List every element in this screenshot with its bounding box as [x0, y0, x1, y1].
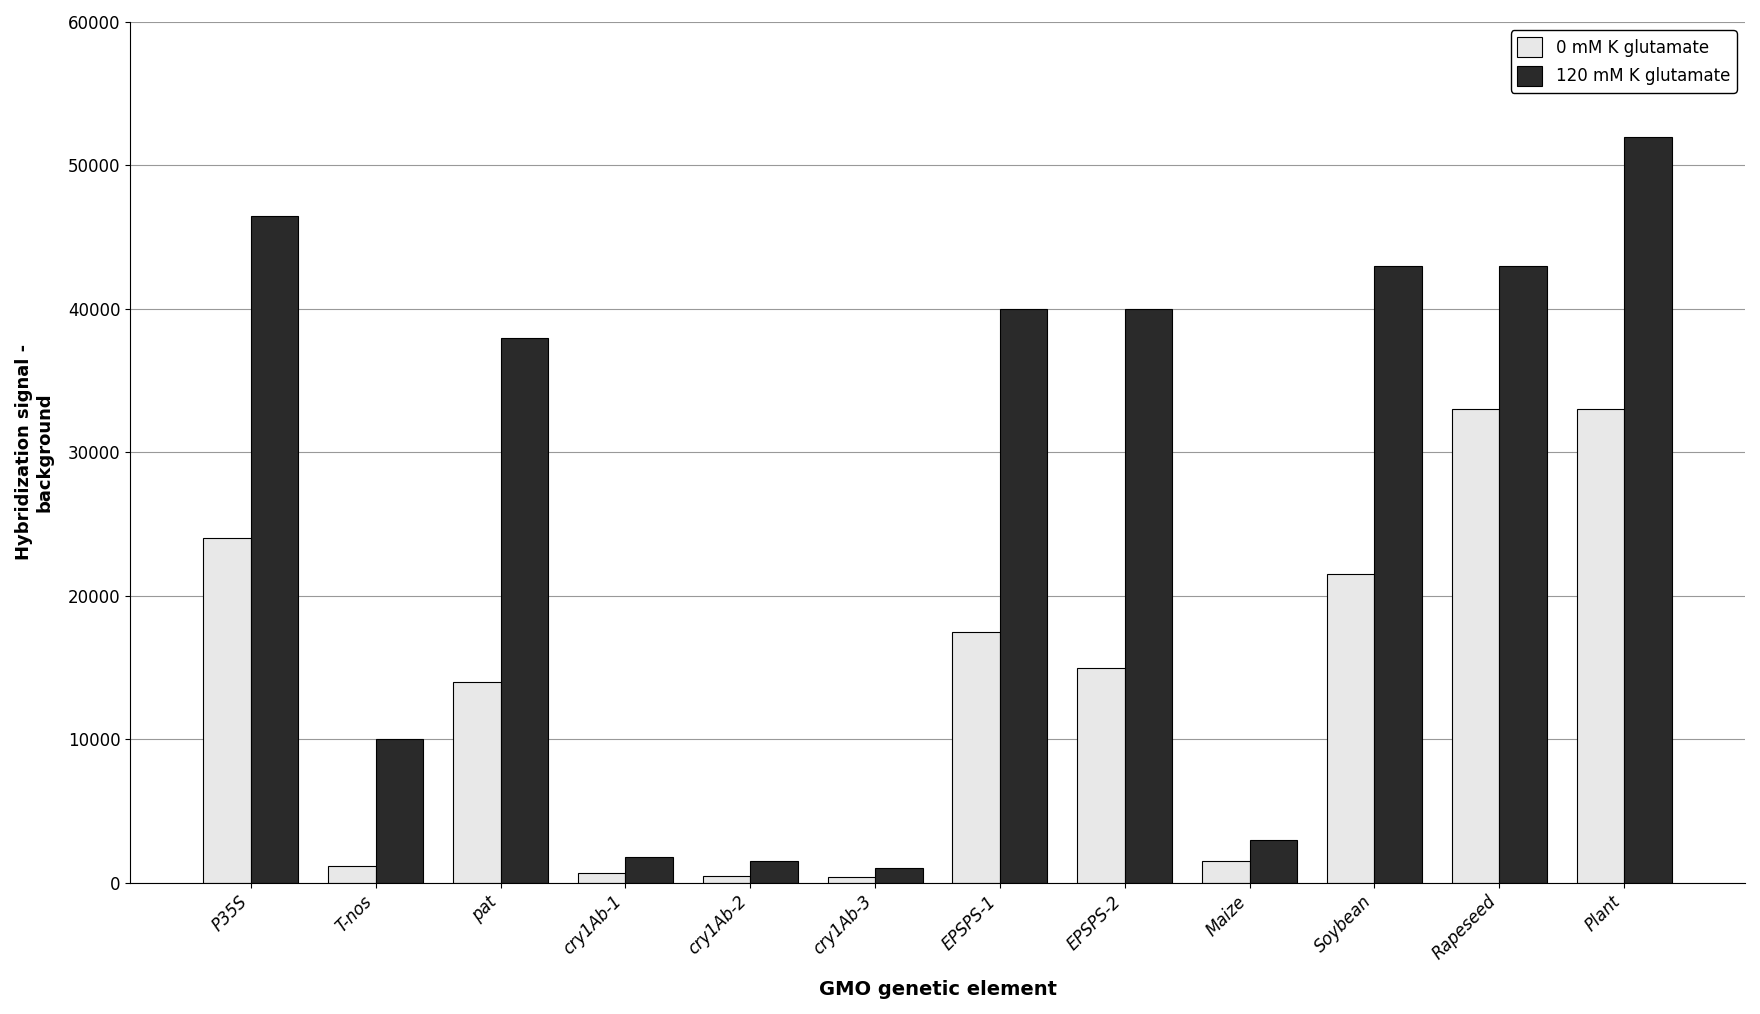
- Bar: [1452, 410, 1500, 883]
- Bar: [500, 338, 547, 883]
- Bar: [375, 739, 422, 883]
- Bar: [1500, 266, 1547, 883]
- Bar: [952, 632, 1000, 883]
- Bar: [702, 876, 750, 883]
- Bar: [625, 857, 672, 883]
- Bar: [452, 682, 500, 883]
- Bar: [1077, 667, 1125, 883]
- X-axis label: GMO genetic element: GMO genetic element: [818, 980, 1056, 999]
- Bar: [750, 861, 797, 883]
- Bar: [875, 868, 922, 883]
- Bar: [329, 866, 375, 883]
- Bar: [1375, 266, 1422, 883]
- Bar: [827, 877, 875, 883]
- Legend: 0 mM K glutamate, 120 mM K glutamate: 0 mM K glutamate, 120 mM K glutamate: [1510, 30, 1737, 92]
- Bar: [1327, 574, 1375, 883]
- Bar: [1000, 309, 1047, 883]
- Bar: [1250, 840, 1297, 883]
- Bar: [252, 216, 299, 883]
- Bar: [577, 873, 625, 883]
- Bar: [1125, 309, 1172, 883]
- Bar: [1577, 410, 1624, 883]
- Y-axis label: Hybridization signal -
background: Hybridization signal - background: [16, 345, 55, 561]
- Bar: [204, 538, 252, 883]
- Bar: [1624, 137, 1672, 883]
- Bar: [1202, 861, 1250, 883]
